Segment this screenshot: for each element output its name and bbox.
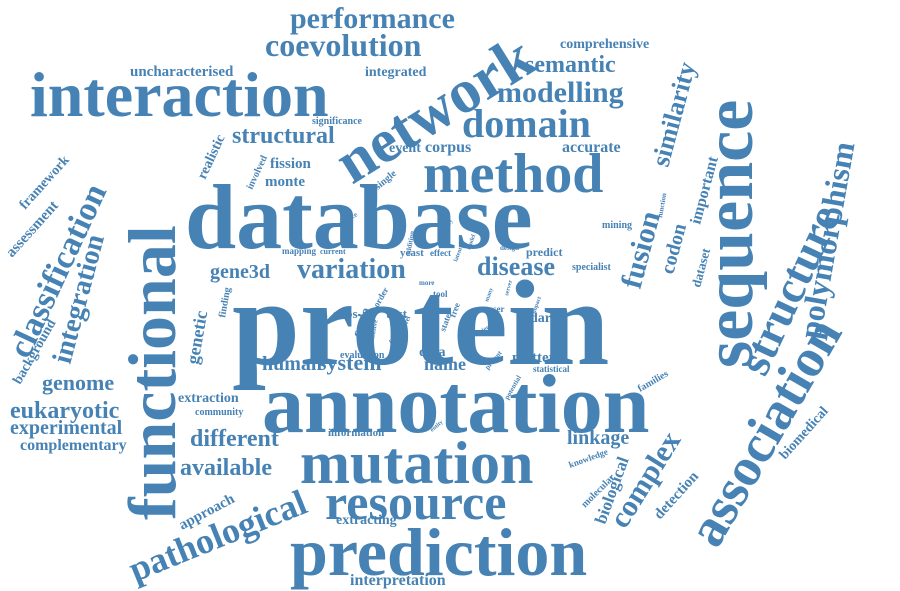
word-fission: fission [270,156,312,172]
word-finding: finding [217,286,233,318]
word-variation: variation [297,254,406,285]
word-snps: snps [333,306,358,321]
word-significance: significance [312,116,363,127]
word-mining: mining [602,220,632,231]
word-extracting: extracting [336,513,397,528]
word-extraction: extraction [178,391,239,406]
word-performance: performance [290,2,455,35]
word-integrated: integrated [365,65,427,80]
word-free: free [447,301,461,318]
word-comprehensive: comprehensive [560,37,649,52]
word-point: point [388,333,403,345]
word-modelling: modelling [497,76,624,109]
word-accurate: accurate [562,139,621,156]
word-uncharacterised: uncharacterised [130,64,234,80]
word-statistical: statistical [533,364,570,374]
word-gene3d: gene3d [210,261,270,283]
word-elusive: elusive [368,319,379,340]
word-prediction: prediction [290,514,587,590]
word-structural: structural [232,123,335,149]
word-corpus: corpus [425,139,471,156]
word-event: event [389,141,421,156]
word-sequence: sequence [691,100,768,368]
word-linkage: linkage [567,427,629,449]
word-model: model [466,234,477,251]
word-system: system [318,350,382,375]
word-name: name [424,354,466,374]
word-semantic: semantic [525,52,616,78]
word-dark: dark [530,311,559,326]
word-monte: monte [265,174,305,190]
word-more: more [419,279,434,287]
word-interpretation: interpretation [350,572,446,589]
word-experimental: experimental [10,417,123,439]
word-genome: genome [42,370,114,395]
word-level: level [362,313,375,324]
word-design: design [500,244,519,252]
word-community: community [195,407,243,418]
word-disease: disease [477,252,555,281]
word-available: available [180,455,272,481]
word-yeast: yeast [400,247,424,259]
word-mapping: mapping [282,246,317,256]
word-user: user [488,304,505,314]
word-specialist: specialist [572,262,612,273]
word-complementary: complementary [20,437,127,454]
word-predict: predict [526,245,562,259]
word-protein: protein [232,256,609,391]
word-data: data [419,345,445,360]
word-eukaryotic: eukaryotic [10,398,120,424]
word-current: current [320,247,346,256]
word-annotation: annotation [262,358,649,451]
word-mutation: mutation [300,430,533,496]
word-coevolution: coevolution [265,27,422,63]
word-impact: impact [531,296,543,315]
word-human: human [262,353,322,375]
word-tool: tool [433,289,448,299]
word-effect: effect [430,248,451,258]
word-different: different [190,426,279,452]
word-domain: domain [462,101,591,146]
word-many: many [484,287,495,303]
word-latent: latent [453,247,464,263]
word-server: server [504,279,514,296]
word-database: database [185,166,533,268]
word-method: method [423,143,603,205]
word-interaction: interaction [30,59,329,130]
word-evaluation: evaluation [340,350,385,361]
word-information: information [328,427,384,439]
word-text: text [386,306,408,321]
word-resource: resource [325,474,506,530]
word-matter: matter [512,350,556,366]
word-functional: functional [114,225,190,520]
